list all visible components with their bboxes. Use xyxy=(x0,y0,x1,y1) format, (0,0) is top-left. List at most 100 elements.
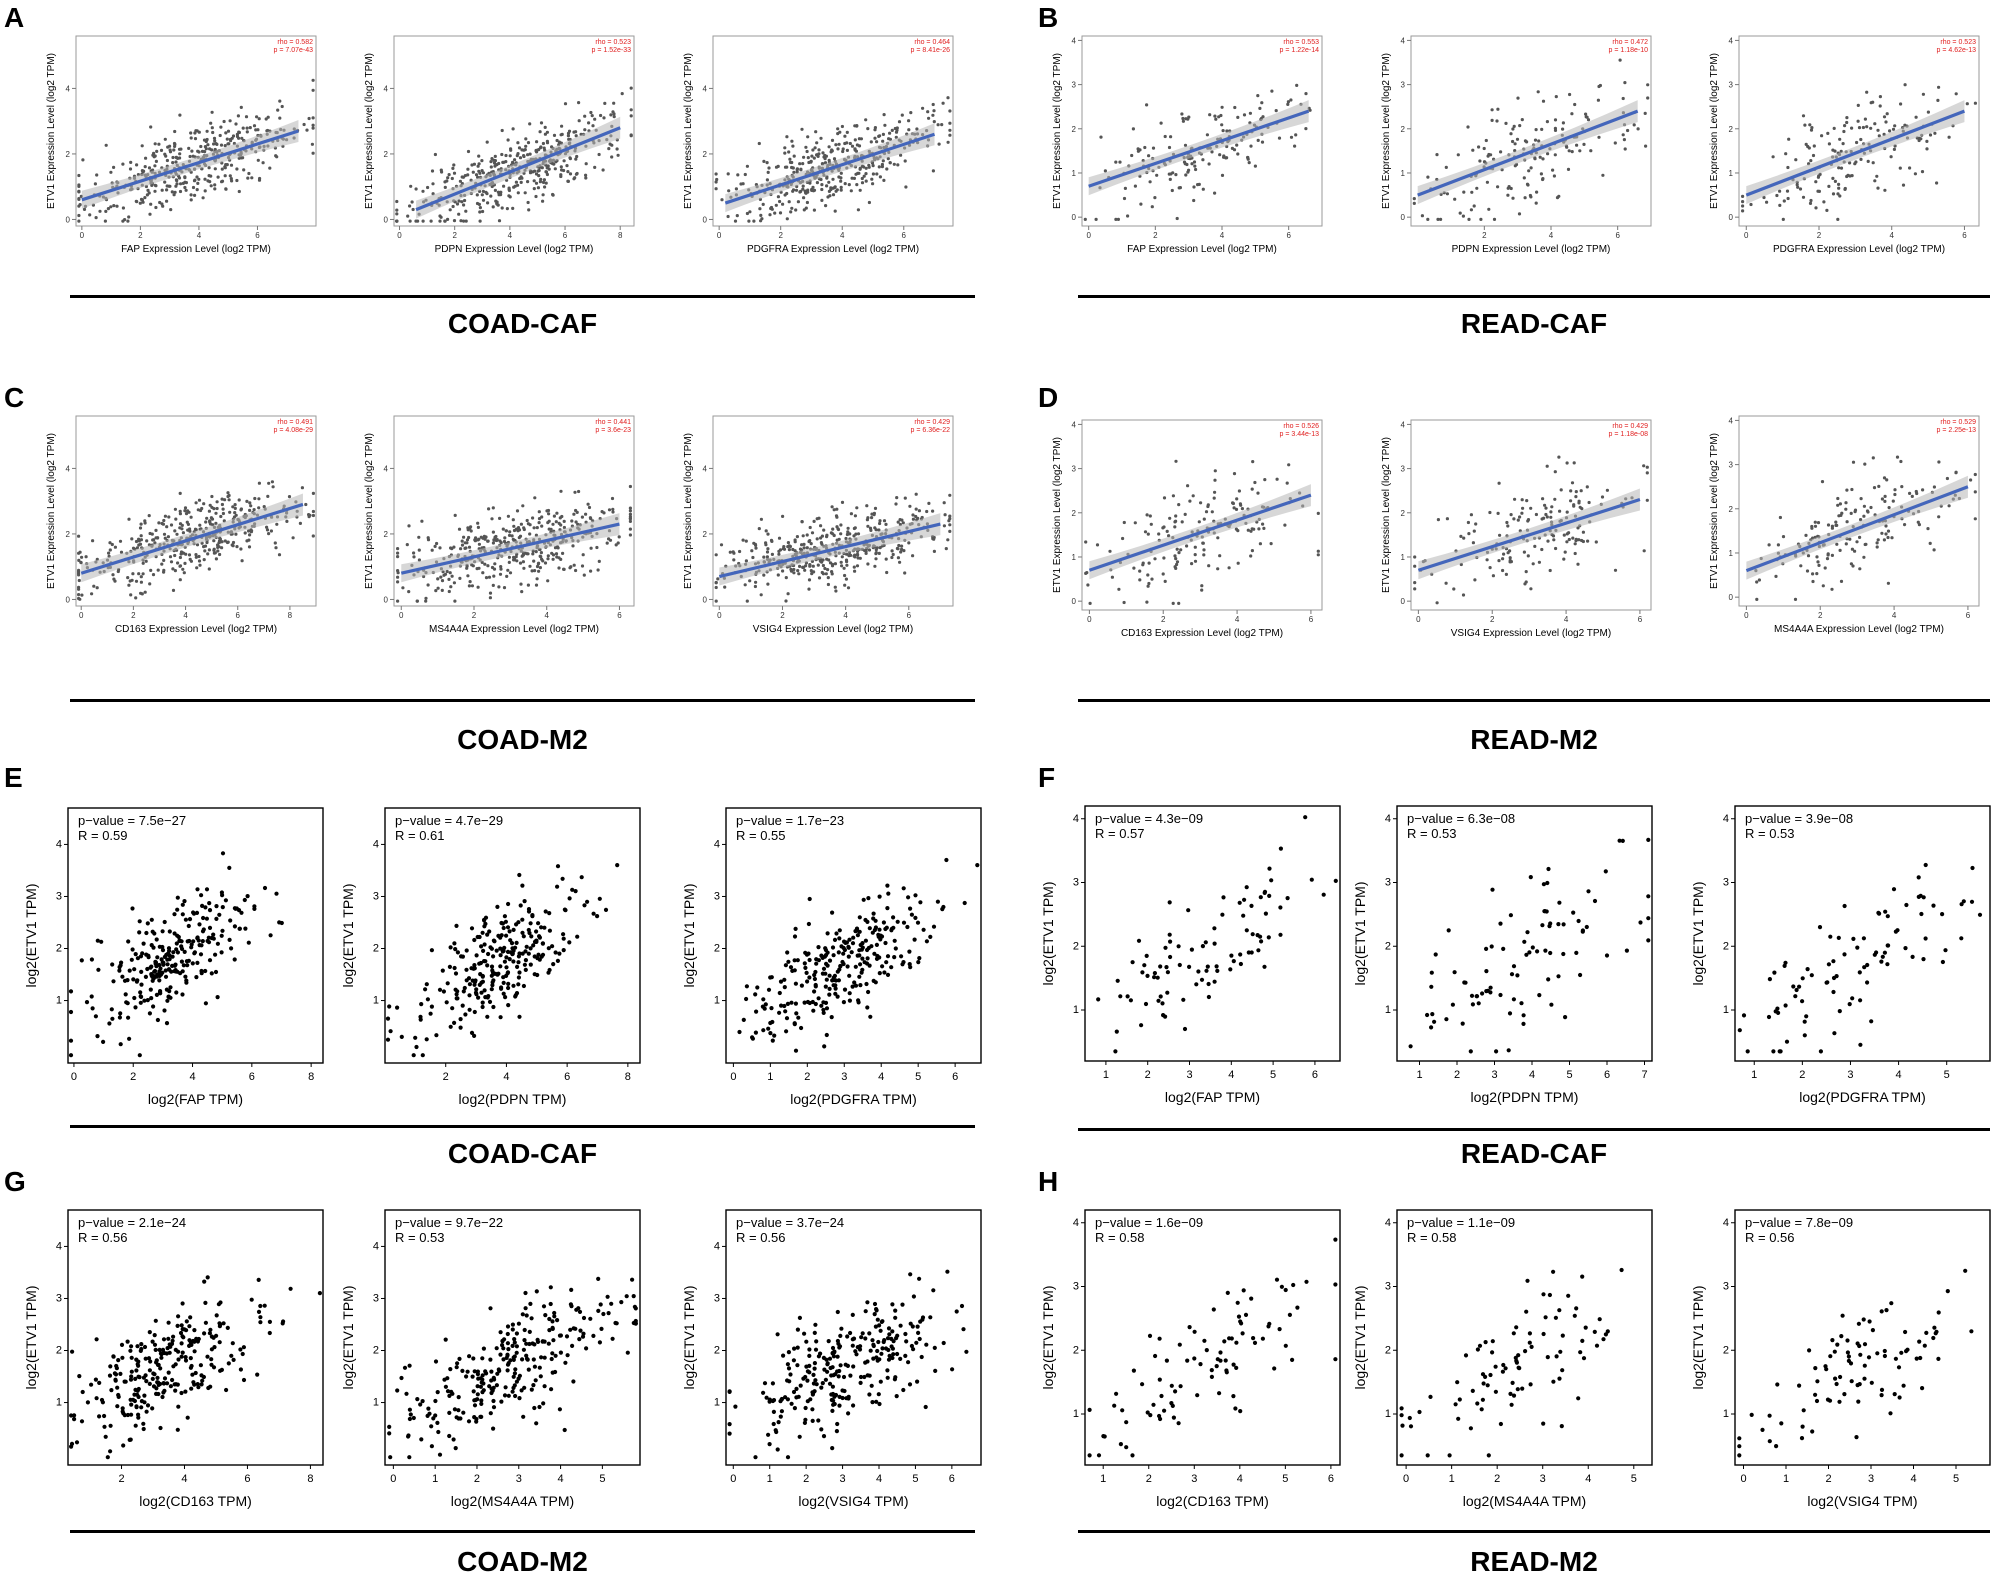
data-point xyxy=(1177,503,1181,507)
data-point xyxy=(575,510,579,514)
data-point xyxy=(539,177,543,181)
data-point xyxy=(460,175,464,179)
x-axis-label: CD163 Expression Level (log2 TPM) xyxy=(1121,628,1283,639)
data-point xyxy=(1854,160,1858,164)
data-point xyxy=(1518,515,1522,519)
data-point xyxy=(1873,179,1877,183)
data-point xyxy=(768,213,772,217)
y-tick-label: 0 xyxy=(66,215,71,224)
data-point xyxy=(853,147,857,151)
data-point xyxy=(1250,549,1254,553)
y-tick-label: 2 xyxy=(66,530,71,539)
data-point xyxy=(1461,593,1466,597)
data-point xyxy=(792,934,798,939)
data-point xyxy=(215,995,220,1000)
data-point xyxy=(841,951,846,956)
data-point xyxy=(499,933,504,938)
data-point xyxy=(140,198,144,202)
x-tick-label: 0 xyxy=(730,1071,736,1083)
data-point xyxy=(150,183,154,187)
data-point xyxy=(226,494,230,499)
data-point xyxy=(574,520,578,524)
data-point xyxy=(511,948,516,953)
y-tick-label: 2 xyxy=(56,943,62,955)
data-point xyxy=(1192,185,1196,189)
data-point xyxy=(498,953,503,958)
data-point xyxy=(1469,513,1473,517)
data-point xyxy=(1519,1001,1524,1006)
data-point xyxy=(601,168,605,172)
data-point xyxy=(1167,900,1172,905)
data-point xyxy=(534,181,539,185)
data-point xyxy=(846,526,850,530)
rho-label: rho = 0.429 xyxy=(1612,423,1648,430)
data-point xyxy=(1536,90,1540,94)
data-point xyxy=(786,541,791,545)
data-point xyxy=(839,185,843,189)
x-tick-label: 6 xyxy=(563,231,568,240)
data-point xyxy=(759,213,763,217)
data-point xyxy=(457,527,462,531)
data-point xyxy=(907,541,911,545)
data-point xyxy=(307,116,311,121)
data-point xyxy=(168,995,173,1000)
data-point xyxy=(911,554,915,558)
data-point xyxy=(464,978,469,983)
y-tick-label: 4 xyxy=(1073,813,1079,825)
data-point xyxy=(1850,126,1854,130)
x-tick-label: 2 xyxy=(1490,615,1495,624)
data-point xyxy=(207,548,211,552)
data-point xyxy=(864,981,869,987)
y-tick-label: 3 xyxy=(1729,461,1734,470)
data-point xyxy=(836,978,842,983)
data-point xyxy=(575,154,579,159)
data-point xyxy=(745,211,750,216)
data-point xyxy=(628,527,633,531)
data-point xyxy=(888,131,892,135)
data-point xyxy=(792,170,796,174)
data-point xyxy=(1206,981,1211,987)
data-point xyxy=(183,917,188,922)
data-point xyxy=(827,189,832,193)
data-point xyxy=(720,198,724,202)
data-point xyxy=(516,191,520,195)
data-point xyxy=(1837,514,1841,518)
data-point xyxy=(1884,120,1888,124)
data-point xyxy=(202,502,206,506)
data-point xyxy=(524,137,528,141)
data-point xyxy=(244,115,249,119)
data-point xyxy=(563,102,568,106)
data-point xyxy=(1545,515,1549,519)
data-point xyxy=(815,181,820,185)
data-point xyxy=(1444,1017,1449,1022)
data-point xyxy=(453,971,459,976)
data-point xyxy=(486,994,491,999)
data-point xyxy=(932,120,936,124)
data-point xyxy=(511,959,516,964)
data-point xyxy=(1928,133,1933,137)
data-point xyxy=(769,1006,774,1011)
data-point xyxy=(761,997,766,1002)
data-point xyxy=(857,915,862,920)
data-point xyxy=(178,156,182,160)
data-point xyxy=(174,990,179,995)
data-point xyxy=(790,206,794,210)
data-point xyxy=(1550,505,1554,509)
data-point xyxy=(493,159,497,163)
data-point xyxy=(850,941,856,946)
data-point xyxy=(1446,928,1451,933)
data-point xyxy=(941,101,945,105)
data-point xyxy=(514,922,519,927)
data-point xyxy=(854,172,858,176)
data-point xyxy=(819,136,823,140)
data-point xyxy=(1278,932,1283,937)
data-point xyxy=(800,127,804,131)
data-point xyxy=(869,140,873,144)
data-point xyxy=(552,514,557,518)
data-point xyxy=(766,1026,771,1031)
data-point xyxy=(163,514,167,518)
data-point xyxy=(1285,481,1289,485)
data-point xyxy=(1488,566,1492,570)
data-point xyxy=(931,509,935,513)
data-point xyxy=(113,579,117,583)
